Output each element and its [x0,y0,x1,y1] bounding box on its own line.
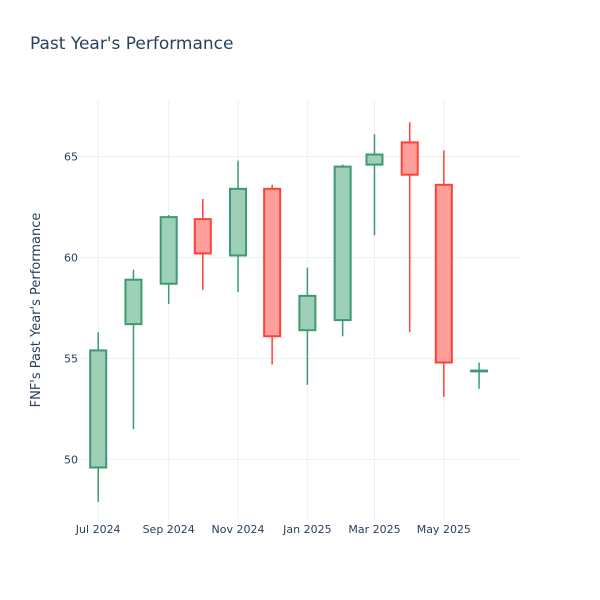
candle-body [124,278,143,326]
chart-title: Past Year's Performance [30,34,234,54]
candle [365,134,384,236]
candle [470,362,489,389]
x-tick-label: Sep 2024 [143,523,195,536]
x-tick-labels: Jul 2024 Sep 2024 Nov 2024 Jan 2025 Mar 2025… [75,523,471,536]
candle-body [298,294,317,332]
candle-body [229,187,248,257]
y-tick-label: 50 [64,453,78,466]
candle-body [434,183,453,364]
candle [333,164,352,337]
x-tick-label: Jul 2024 [75,523,121,536]
candle [124,269,143,430]
candle [159,215,178,304]
candles-layer [89,122,489,502]
y-axis-title: FNF's Past Year's Performance [29,213,44,408]
candle [193,198,212,290]
candle [89,332,108,502]
y-gridlines [80,156,520,460]
candle [400,122,419,333]
x-tick-label: Jan 2025 [282,523,331,536]
candle-body [333,165,352,322]
candle-body [89,349,108,469]
candle-body [263,187,282,338]
x-tick-label: May 2025 [417,523,471,536]
y-tick-labels: 50 55 60 65 [64,151,78,467]
candle [434,150,453,397]
y-tick-label: 60 [64,252,78,265]
candle-body [400,141,419,176]
y-tick-label: 55 [64,352,78,365]
x-tick-label: Mar 2025 [348,523,400,536]
y-tick-label: 65 [64,151,78,164]
candle-body [470,369,489,373]
candle [298,267,317,385]
candle [263,184,282,365]
candle-body [159,216,178,285]
candle [229,160,248,292]
x-tick-label: Nov 2024 [212,523,265,536]
candle-body [365,153,384,166]
candle-body [193,218,212,255]
